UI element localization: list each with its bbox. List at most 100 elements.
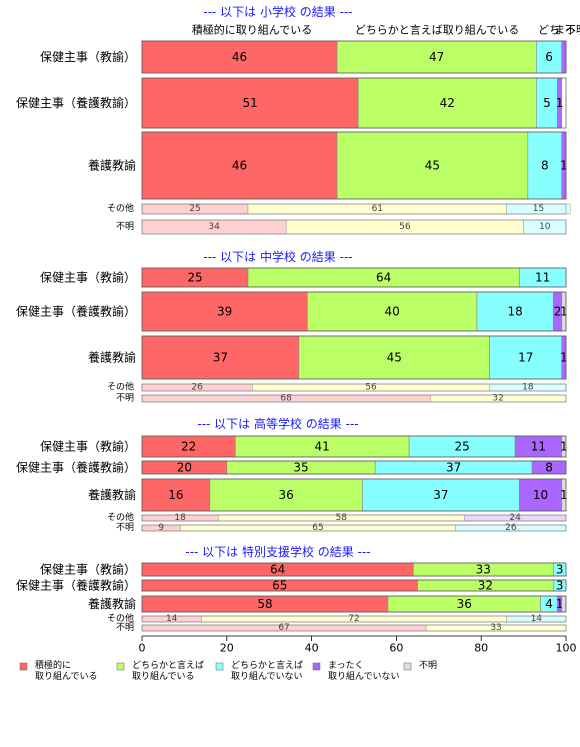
- group-title: --- 以下は 中学校 の結果 ---: [203, 249, 352, 264]
- row-label: 保健主事（養護教諭）: [16, 578, 136, 593]
- data-label: 35: [293, 461, 308, 475]
- legend-swatch: [215, 662, 224, 671]
- data-label: 42: [440, 96, 455, 110]
- legend-label: 取り組んでいない: [231, 670, 303, 682]
- bar-segment: [141, 40, 338, 74]
- data-label: 22: [181, 440, 196, 454]
- data-label: 20: [177, 461, 192, 475]
- data-label: 25: [189, 204, 200, 214]
- legend-swatch: [312, 662, 321, 671]
- data-label: 67: [278, 623, 289, 633]
- data-label: 1: [560, 440, 568, 454]
- column-header: 積極的に取り組んでいる: [192, 23, 312, 37]
- row-label: 不明: [116, 522, 134, 533]
- legend-label: まったく: [328, 660, 364, 671]
- data-label: 1: [560, 159, 568, 173]
- row-label: 保健主事（教諭）: [40, 439, 136, 454]
- data-label: 1: [560, 305, 568, 319]
- data-label: 26: [505, 523, 517, 533]
- data-label: 18: [522, 383, 534, 393]
- row-label: その他: [107, 612, 134, 624]
- row-label: 保健主事（養護教諭）: [16, 304, 136, 319]
- data-label: 18: [507, 305, 522, 319]
- group-title: --- 以下は 小学校 の結果 ---: [203, 4, 352, 19]
- data-label: 58: [257, 597, 272, 611]
- data-label: 33: [490, 623, 501, 633]
- row-label: その他: [107, 511, 134, 523]
- column-header: 不明: [565, 24, 580, 37]
- row-label: 養護教諭: [88, 350, 136, 365]
- data-label: 25: [187, 271, 202, 285]
- bar-outline: [141, 615, 567, 623]
- data-label: 14: [166, 614, 178, 624]
- legend-label: 積極的に: [35, 659, 71, 671]
- data-label: 10: [539, 222, 551, 232]
- column-header: どちらかと言えば取り組んでいる: [355, 24, 519, 37]
- data-label: 1: [556, 597, 564, 611]
- bar-segment: [298, 335, 490, 380]
- data-label: 18: [174, 513, 186, 523]
- row-label: 養護教諭: [88, 158, 136, 173]
- data-label: 37: [446, 461, 461, 475]
- data-label: 56: [365, 383, 377, 393]
- bar-segment: [536, 40, 563, 74]
- column-header: どち: [538, 24, 560, 37]
- data-label: 45: [425, 159, 440, 173]
- bar-outline: [141, 624, 567, 632]
- bar-segment: [489, 335, 563, 380]
- data-label: 4: [545, 597, 553, 611]
- bar-outline: [141, 435, 567, 458]
- data-label: 32: [492, 394, 503, 404]
- legend-label: 取り組んでいない: [328, 670, 400, 682]
- data-label: 47: [429, 50, 444, 64]
- data-label: 14: [531, 614, 543, 624]
- row-label: 不明: [116, 221, 134, 232]
- bar-outline: [141, 219, 567, 235]
- data-label: 33: [476, 563, 491, 577]
- data-label: 64: [270, 563, 285, 577]
- x-tick-label: 100: [556, 642, 577, 655]
- data-label: 15: [533, 204, 544, 214]
- data-label: 37: [433, 488, 448, 502]
- x-tick-label: 0: [139, 642, 146, 655]
- data-label: 1: [560, 488, 568, 502]
- legend-swatch: [403, 662, 412, 671]
- bar-segment: [141, 131, 338, 200]
- data-label: 56: [399, 222, 411, 232]
- bar-outline: [141, 514, 567, 522]
- legend-label: 取り組んでいる: [35, 670, 98, 682]
- bar-outline: [141, 291, 567, 332]
- group-title: --- 以下は 特別支援学校 の結果 ---: [185, 544, 370, 559]
- data-label: 11: [535, 271, 550, 285]
- legend-label: 不明: [419, 660, 437, 671]
- data-label: 6: [545, 50, 553, 64]
- data-label: 64: [376, 271, 391, 285]
- data-label: 8: [541, 159, 549, 173]
- data-label: 68: [280, 394, 292, 404]
- data-label: 40: [385, 305, 400, 319]
- row-label: その他: [107, 381, 134, 393]
- bar-segment: [561, 40, 567, 74]
- bar-outline: [141, 131, 567, 200]
- data-label: 61: [372, 204, 383, 214]
- row-label: 不明: [116, 622, 134, 633]
- data-label: 24: [509, 513, 521, 523]
- data-label: 25: [454, 440, 469, 454]
- bar-outline: [141, 524, 567, 532]
- data-label: 3: [556, 579, 564, 593]
- bar-outline: [141, 562, 567, 577]
- data-label: 72: [348, 614, 359, 624]
- data-label: 9: [158, 523, 164, 533]
- bar-outline: [141, 460, 567, 475]
- bar-outline: [141, 478, 567, 512]
- row-label: 養護教諭: [88, 487, 136, 502]
- data-label: 34: [208, 222, 220, 232]
- bar-outline: [141, 335, 567, 380]
- row-label: 保健主事（養護教諭）: [16, 460, 136, 475]
- data-label: 65: [312, 523, 323, 533]
- row-label: 養護教諭: [88, 596, 136, 611]
- data-label: 10: [533, 488, 548, 502]
- legend-label: どちらかと言えば: [231, 659, 303, 671]
- data-label: 36: [279, 488, 294, 502]
